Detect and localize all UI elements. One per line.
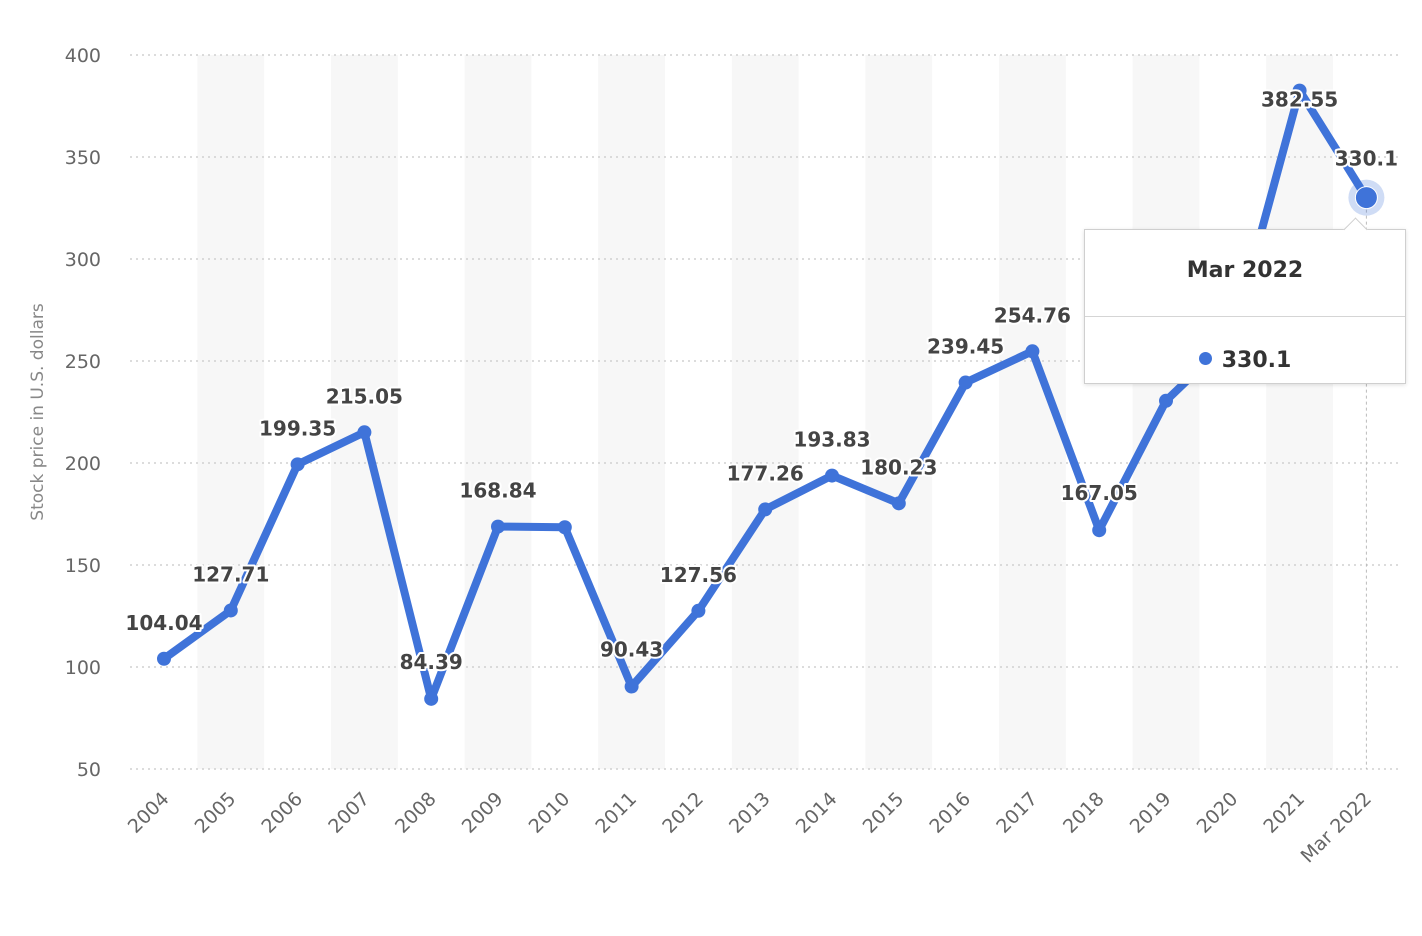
category-band <box>731 55 799 769</box>
category-band <box>331 55 398 769</box>
x-tick-label: 2006 <box>257 788 307 838</box>
category-band <box>197 55 265 769</box>
data-point[interactable] <box>958 375 973 390</box>
data-label: 168.84 <box>459 479 536 503</box>
series-marker-icon <box>1198 352 1212 365</box>
data-point[interactable] <box>825 468 839 483</box>
x-tick-label: 2010 <box>525 788 575 838</box>
data-label: 193.83 <box>793 428 870 452</box>
data-label: 239.45 <box>927 335 1004 359</box>
y-tick-label: 50 <box>77 759 101 781</box>
y-tick-label: 400 <box>65 45 101 67</box>
data-point[interactable] <box>357 425 372 440</box>
y-tick-label: 100 <box>65 657 101 679</box>
data-point[interactable] <box>891 496 906 511</box>
y-tick-label: 150 <box>65 555 101 577</box>
data-label: 127.71 <box>192 562 269 586</box>
data-label: 330.1 <box>1335 147 1398 171</box>
category-band <box>865 55 933 769</box>
data-point[interactable] <box>1025 344 1040 359</box>
data-point[interactable] <box>223 603 238 618</box>
data-point[interactable] <box>758 502 773 517</box>
category-band <box>464 55 532 769</box>
data-label: 167.05 <box>1061 481 1138 505</box>
data-point[interactable] <box>1292 83 1307 98</box>
data-label: 127.56 <box>660 563 737 587</box>
active-data-point[interactable] <box>1354 186 1378 210</box>
data-labels: 104.04 127.71 199.35 215.05 84.39 168.84 90.43… <box>123 86 1400 676</box>
category-band <box>1132 55 1200 769</box>
y-tick-label: 350 <box>65 147 101 169</box>
x-tick-label: 2011 <box>591 788 641 838</box>
data-label: 90.43 <box>600 638 663 662</box>
x-tick-label: 2014 <box>792 788 842 838</box>
x-tick-label: 2016 <box>925 788 975 838</box>
category-bands <box>197 55 1333 769</box>
data-label: 104.04 <box>125 611 202 635</box>
x-tick-label: 2004 <box>124 788 174 838</box>
data-label: 215.05 <box>326 384 403 408</box>
data-label: 382.55 <box>1261 88 1338 112</box>
y-tick-label: 250 <box>65 351 101 373</box>
tooltip-value: 330.1 <box>1221 348 1292 373</box>
data-point[interactable] <box>1092 523 1107 538</box>
tooltip-title: Mar 2022 <box>1186 258 1304 283</box>
tooltip-divider <box>1085 316 1405 317</box>
x-tick-label: 2007 <box>324 788 374 838</box>
data-point[interactable] <box>691 603 706 618</box>
x-tick-label: 2005 <box>191 788 241 838</box>
y-axis-label: Stock price in U.S. dollars <box>28 303 48 521</box>
x-tick-label: 2018 <box>1059 788 1109 838</box>
x-tick-label: 2019 <box>1126 788 1176 838</box>
y-tick-label: 200 <box>65 453 101 475</box>
data-point[interactable] <box>1159 393 1173 408</box>
x-axis-ticks: 2004 2005 2006 2007 2008 2009 2010 2011 2012 2013… <box>124 788 1376 867</box>
data-label: 254.76 <box>994 303 1071 327</box>
data-label: 199.35 <box>259 416 336 440</box>
x-tick-label: 2013 <box>725 788 775 838</box>
data-label: 84.39 <box>400 650 463 674</box>
data-point[interactable] <box>424 691 439 706</box>
tooltip-value-row: 330.1 <box>1085 348 1405 373</box>
x-tick-label: 2008 <box>391 788 441 838</box>
x-tick-label: 2017 <box>992 788 1042 838</box>
category-band <box>598 55 665 769</box>
x-tick-label: 2009 <box>458 788 508 838</box>
x-tick-label: 2021 <box>1259 788 1309 838</box>
data-point[interactable] <box>491 519 505 534</box>
y-tick-label: 300 <box>65 249 101 271</box>
data-points <box>157 83 1385 706</box>
x-tick-label: 2015 <box>859 788 909 838</box>
x-tick-label: Mar 2022 <box>1297 788 1376 867</box>
data-label: 180.23 <box>860 455 937 479</box>
data-label: 177.26 <box>727 461 804 485</box>
x-tick-label: 2012 <box>658 788 708 838</box>
data-point[interactable] <box>290 457 305 472</box>
x-tick-label: 2020 <box>1193 788 1243 838</box>
y-axis-ticks: 50 100 150 200 250 300 350 400 <box>65 45 101 781</box>
data-point[interactable] <box>157 651 171 666</box>
data-point[interactable] <box>557 520 572 535</box>
tooltip: Mar 2022 330.1 <box>1084 217 1406 384</box>
data-point[interactable] <box>624 679 639 694</box>
